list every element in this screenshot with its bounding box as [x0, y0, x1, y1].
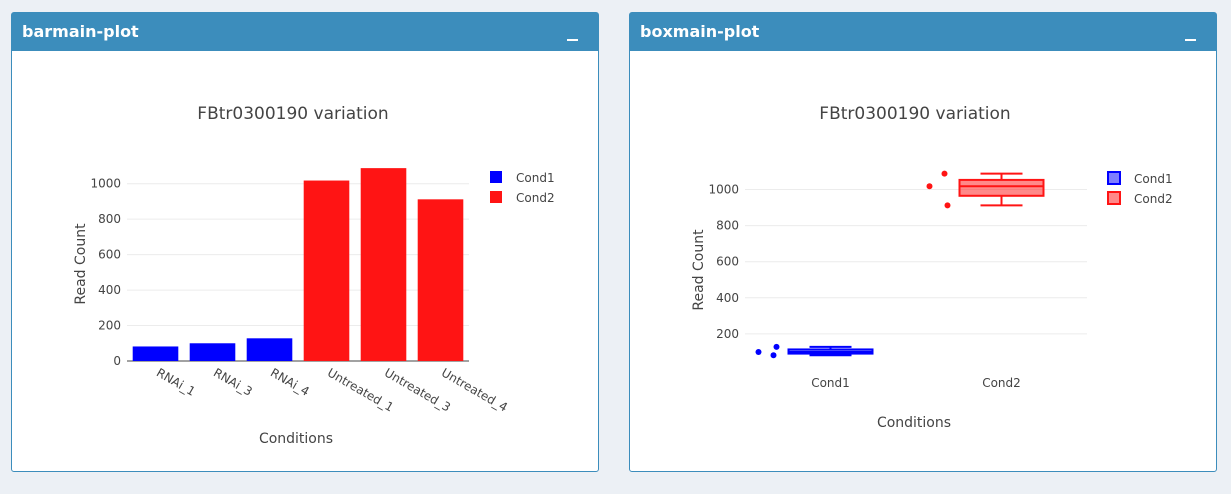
y-tick-label: 800 [716, 219, 739, 233]
y-tick-label: 600 [716, 255, 739, 269]
panel-header: barmain-plot [12, 13, 598, 51]
bar [132, 346, 179, 361]
bar [360, 168, 407, 361]
y-axis-title: Read Count [691, 229, 707, 311]
legend-label: Cond1 [516, 171, 555, 185]
x-axis-title: Conditions [259, 431, 333, 447]
y-tick-label: 1000 [708, 182, 739, 196]
boxmain-plot-panel: boxmain-plot 200 400 600 800 1000 Cond1 Cond2 F… [629, 12, 1217, 472]
barmain-plot-panel: barmain-plot 0 200 400 600 800 1000 RNAi_1 RNAi… [11, 12, 599, 472]
chart-title: FBtr0300190 variation [819, 104, 1010, 124]
y-tick-label: 0 [113, 354, 121, 368]
legend-label: Cond2 [516, 191, 555, 205]
collapse-icon[interactable] [566, 21, 580, 41]
x-tick-label: Cond1 [811, 376, 850, 390]
data-point [926, 183, 933, 190]
box [958, 178, 1045, 197]
x-tick-label: RNAi_4 [268, 365, 312, 398]
y-tick-label: 600 [98, 248, 121, 262]
y-axis-title: Read Count [73, 223, 89, 305]
legend-swatch [490, 191, 502, 203]
bar [417, 199, 464, 361]
chart-title: FBtr0300190 variation [197, 104, 388, 124]
y-tick-label: 200 [716, 327, 739, 341]
data-point [755, 348, 762, 355]
panel-header: boxmain-plot [630, 13, 1216, 51]
bar [246, 338, 293, 361]
y-tick-label: 1000 [90, 177, 121, 191]
x-tick-label: Cond2 [982, 376, 1021, 390]
collapse-icon[interactable] [1184, 21, 1198, 41]
y-tick-label: 800 [98, 212, 121, 226]
bar [189, 343, 236, 361]
data-point [944, 202, 951, 209]
legend-label: Cond2 [1134, 192, 1173, 206]
box-chart: 200 400 600 800 1000 Cond1 Cond2 FBtr0300190 va… [691, 104, 1173, 431]
y-tick-label: 200 [98, 319, 121, 333]
x-tick-label: RNAi_1 [154, 365, 198, 398]
bar [303, 180, 350, 361]
x-tick-label: RNAi_3 [211, 365, 255, 398]
legend-label: Cond1 [1134, 172, 1173, 186]
y-tick-label: 400 [716, 291, 739, 305]
legend-swatch [490, 171, 502, 183]
y-tick-label: 400 [98, 283, 121, 297]
x-axis-title: Conditions [877, 415, 951, 431]
legend-swatch [1107, 191, 1121, 205]
data-point [941, 170, 948, 177]
data-point [773, 343, 780, 350]
legend-swatch [1107, 171, 1121, 185]
panel-title: barmain-plot [22, 22, 139, 41]
data-point [770, 352, 777, 359]
panel-title: boxmain-plot [640, 22, 760, 41]
